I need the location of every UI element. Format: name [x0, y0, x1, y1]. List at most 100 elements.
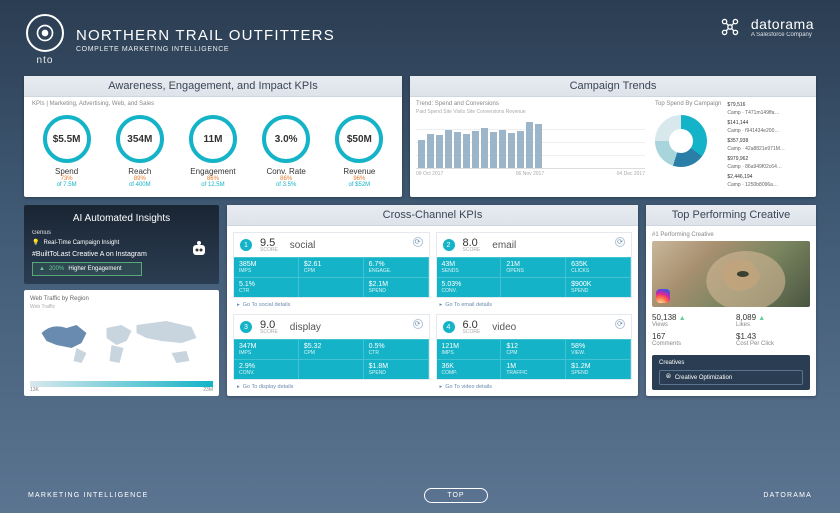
trends-title: Campaign Trends [410, 76, 816, 97]
cc-title: Cross-Channel KPIs [227, 205, 638, 226]
cc-details-link[interactable]: ▸Go To email details [436, 298, 633, 308]
top-button[interactable]: TOP [424, 488, 487, 503]
kpi-item: $5.5M Spend 73% of 7.5M [43, 115, 91, 188]
kpi-of: of 7.5M [43, 182, 91, 188]
kpi-of: of 12.5M [189, 182, 237, 188]
world-map-icon [30, 313, 213, 373]
cc-metric: 121MIMPS [437, 339, 502, 359]
cc-metric: 1MTRAFFIC [501, 359, 566, 379]
cc-rank: 4 [443, 321, 455, 333]
cc-metric: $1.8MSPEND [364, 359, 429, 379]
brand-left: nto NORTHERN TRAIL OUTFITTERS COMPLETE M… [26, 14, 335, 66]
refresh-icon[interactable]: ⟳ [615, 237, 625, 247]
creative-stat: 50,138 ▲ Views [652, 313, 726, 328]
trend-bar [535, 124, 542, 168]
map-scale-min: 13K [30, 387, 39, 393]
creative-subtitle: #1 Performing Creative [652, 232, 810, 238]
cc-card[interactable]: 2 8.0SCORE email ⟳ 43MSENDS21MOPENS635KC… [436, 232, 633, 298]
cc-card-wrap: 2 8.0SCORE email ⟳ 43MSENDS21MOPENS635KC… [436, 232, 633, 308]
instagram-icon [656, 289, 670, 303]
cc-details-link[interactable]: ▸Go To social details [233, 298, 430, 308]
cc-metric: 635KCLICKS [566, 257, 631, 277]
kpi-of: of 3.5% [262, 182, 310, 188]
donut-chart [655, 115, 707, 167]
ai-stat[interactable]: ▲ 200% Higher Engagement [32, 262, 142, 276]
refresh-icon[interactable]: ⟳ [413, 237, 423, 247]
kpi-panel-title: Awareness, Engagement, and Impact KPIs [24, 76, 402, 97]
cc-score-label: SCORE [463, 247, 481, 253]
trend-bar [445, 130, 452, 168]
donut-title: Top Spend By Campaign [655, 101, 721, 107]
cc-metric: 5.1%CTR [234, 277, 299, 297]
trends-panel: Campaign Trends Trend: Spend and Convers… [410, 76, 816, 197]
creative-optimization-button[interactable]: ⦾ Creative Optimization [659, 370, 803, 385]
creative-stat-value: $1.43 [736, 332, 810, 341]
cc-card[interactable]: 4 6.0SCORE video ⟳ 121MIMPS$12CPM58%VIEW… [436, 314, 633, 380]
cc-metric: 2.9%CONV. [234, 359, 299, 379]
footer-right: DATORAMA [763, 492, 812, 499]
cc-details-link[interactable]: ▸Go To video details [436, 380, 633, 390]
creative-stat-label: Likes [736, 322, 810, 328]
trend-bar [436, 135, 443, 168]
creative-title: Top Performing Creative [646, 205, 816, 226]
link-icon: ▸ [237, 384, 240, 390]
nto-label: nto [26, 55, 64, 66]
creative-stat-value: 8,089 ▲ [736, 313, 810, 322]
kpi-of: of 400M [116, 182, 164, 188]
cc-details-link[interactable]: ▸Go To display details [233, 380, 430, 390]
header: nto NORTHERN TRAIL OUTFITTERS COMPLETE M… [0, 0, 840, 76]
company-title: NORTHERN TRAIL OUTFITTERS [76, 27, 335, 44]
creative-stat-label: Views [652, 322, 726, 328]
creative-stat: 167 Comments [652, 332, 726, 347]
kpi-item: 3.0% Conv. Rate 86% of 3.5% [262, 115, 310, 188]
trend-bar [499, 130, 506, 168]
refresh-icon[interactable]: ⟳ [615, 319, 625, 329]
cc-card[interactable]: 1 9.5SCORE social ⟳ 385MIMPS$2.61CPM6.7%… [233, 232, 430, 298]
trend-bar [490, 132, 497, 168]
cc-card[interactable]: 3 9.0SCORE display ⟳ 347MIMPS$5.32CPM0.5… [233, 314, 430, 380]
donut-legend-item: $79,516Camp · T471m149ffa… [727, 101, 785, 117]
cc-metric: $12CPM [501, 339, 566, 359]
cc-metric [299, 359, 364, 379]
ai-title: AI Automated Insights [32, 213, 211, 230]
donut-legend-item: $357,938Camp · 42a8821e971M… [727, 137, 785, 153]
vendor-name: datorama [751, 16, 814, 32]
kpi-ring: $50M [335, 115, 383, 163]
kpi-ring: $5.5M [43, 115, 91, 163]
cc-metric: 385MIMPS [234, 257, 299, 277]
axis-label: 09 Oct 2017 [416, 171, 443, 177]
creative-stat-value: 50,138 ▲ [652, 313, 726, 322]
creative-panel: Top Performing Creative #1 Performing Cr… [646, 205, 816, 396]
cc-score-label: SCORE [260, 247, 278, 253]
cc-metric: 43MSENDS [437, 257, 502, 277]
creative-image[interactable] [652, 241, 810, 307]
kpi-label: Engagement [189, 167, 237, 176]
cc-card-wrap: 3 9.0SCORE display ⟳ 347MIMPS$5.32CPM0.5… [233, 314, 430, 390]
creative-opt-title: Creatives [659, 360, 803, 366]
cc-score-label: SCORE [260, 329, 278, 335]
vendor-sub: A Salesforce Company [751, 32, 814, 38]
creative-stat-label: Comments [652, 341, 726, 347]
cc-metric: 5.03%CONV. [437, 277, 502, 297]
trend-chart: Trend: Spend and Conversions Paid Spend … [416, 101, 645, 191]
cc-rank: 2 [443, 239, 455, 251]
refresh-icon[interactable]: ⟳ [413, 319, 423, 329]
donut-legend-item: $979,962Camp · 86a949f02c64… [727, 155, 785, 171]
donut-legend: $79,516Camp · T471m149ffa…$141,144Camp ·… [727, 101, 785, 191]
creative-stat-label: Cost Per Click [736, 341, 810, 347]
trend-bar [526, 122, 533, 168]
cc-rank: 3 [240, 321, 252, 333]
map-scale-max: 23M [203, 387, 213, 393]
kpi-panel: Awareness, Engagement, and Impact KPIs K… [24, 76, 402, 197]
link-icon: ▸ [237, 302, 240, 308]
link-icon: ▸ [440, 384, 443, 390]
vendor-brand: datorama A Salesforce Company [717, 14, 814, 40]
creative-stat-value: 167 [652, 332, 726, 341]
cc-channel-name: video [492, 322, 516, 333]
cc-channel-name: social [290, 240, 316, 251]
creative-opt-label: Creative Optimization [675, 375, 732, 381]
cc-metric: $2.61CPM [299, 257, 364, 277]
cc-metric [501, 277, 566, 297]
ai-stat-pct: 200% [49, 266, 64, 272]
up-arrow-icon: ▲ [679, 315, 686, 322]
